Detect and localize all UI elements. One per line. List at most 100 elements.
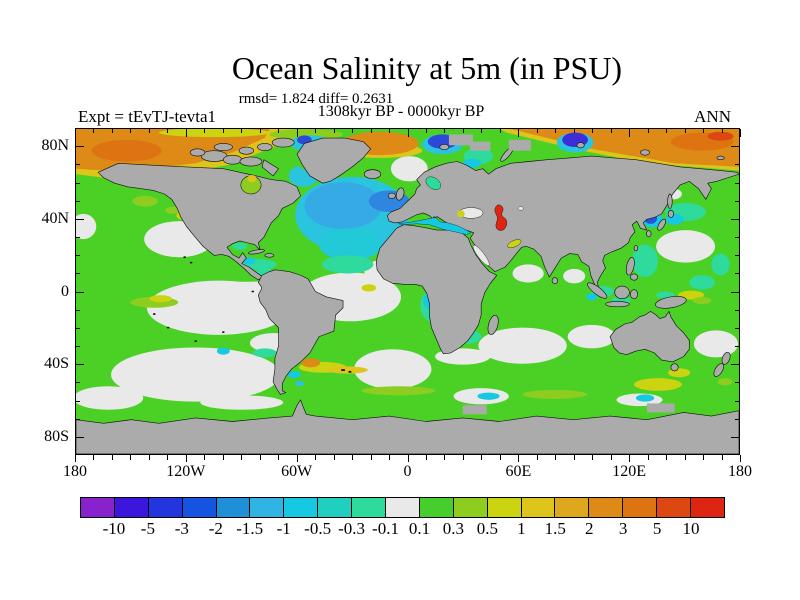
colorbar-tick-label: 2 xyxy=(584,519,594,538)
lon-tick-label: 120E xyxy=(612,463,647,480)
colorbar-tick-label: 0.3 xyxy=(442,519,465,538)
lat-axis-tick xyxy=(735,419,739,420)
lon-axis-tick xyxy=(463,129,464,133)
lon-tick-label: 60E xyxy=(505,463,532,480)
lat-axis-tick xyxy=(735,201,739,202)
lon-axis-tick xyxy=(130,455,131,460)
lat-axis-tick xyxy=(735,401,739,402)
lon-axis-tick xyxy=(611,455,612,460)
colorbar-tick-label: 0.1 xyxy=(408,519,431,538)
hispaniola xyxy=(264,253,275,258)
lat-axis-tick xyxy=(735,164,739,165)
new-zealand-north xyxy=(721,351,731,365)
lon-axis-tick xyxy=(722,129,723,133)
lon-axis-tick xyxy=(93,129,94,133)
lon-axis-tick xyxy=(518,129,519,137)
lon-axis-tick xyxy=(722,455,723,460)
lon-axis-tick xyxy=(408,129,409,137)
lat-tick-label: 40S xyxy=(44,355,69,373)
lat-axis-tick xyxy=(76,437,84,438)
colorbar-cell xyxy=(351,497,387,518)
lon-axis-tick xyxy=(685,129,686,133)
colorbar-tick-label: 1.5 xyxy=(544,519,566,538)
arctic-coarse-landmask xyxy=(448,134,675,415)
lat-axis-tick xyxy=(76,237,80,238)
colorbar-cell xyxy=(656,497,692,518)
lon-axis-tick xyxy=(555,455,556,460)
colorbar-cell xyxy=(520,497,556,518)
lat-tick-label: 40N xyxy=(41,209,69,227)
madagascar xyxy=(487,314,499,335)
lon-axis-tick xyxy=(481,129,482,133)
persian-gulf xyxy=(507,239,522,249)
lat-axis-tick xyxy=(76,310,80,311)
lon-tick-label: 180 xyxy=(728,463,752,480)
lat-axis-tick xyxy=(735,328,739,329)
lat-axis-tick xyxy=(76,201,80,202)
lon-axis-tick xyxy=(703,129,704,133)
lat-axis-tick xyxy=(76,382,80,383)
new-zealand-south xyxy=(713,363,724,377)
land-masses xyxy=(76,134,739,454)
red-sea xyxy=(472,244,490,266)
lat-axis-tick xyxy=(731,292,739,293)
colorbar-cell xyxy=(622,497,658,518)
colorbar-tick-label: -5 xyxy=(140,519,155,538)
lat-axis-tick xyxy=(735,346,739,347)
lat-axis-tick xyxy=(731,146,739,147)
islands xyxy=(247,142,731,377)
tasmania xyxy=(670,363,679,372)
colorbar-tick-label: -3 xyxy=(174,519,189,538)
new-guinea xyxy=(655,296,687,309)
iceland xyxy=(363,169,382,179)
lat-axis-tick xyxy=(731,437,739,438)
lon-axis-tick xyxy=(112,129,113,133)
lon-tick-label: 180 xyxy=(63,463,87,480)
lon-axis-tick xyxy=(130,129,131,133)
lon-axis-tick xyxy=(389,129,390,133)
sakhalin xyxy=(667,193,673,209)
lat-axis-tick xyxy=(76,146,84,147)
positive-zones xyxy=(130,195,733,399)
lon-axis-tick xyxy=(426,455,427,460)
colorbar-cell xyxy=(80,497,115,518)
colorbar-tick-label: 10 xyxy=(682,519,700,538)
lon-axis-tick xyxy=(352,129,353,133)
lon-axis-tick xyxy=(223,455,224,460)
lon-axis-tick xyxy=(740,455,741,462)
lat-axis-tick xyxy=(76,346,80,347)
lon-axis-tick xyxy=(592,129,593,133)
lon-axis-tick xyxy=(574,129,575,133)
lon-tick-label: 60W xyxy=(281,463,313,480)
colorbar-cell xyxy=(385,497,420,518)
lat-tick-label: 0 xyxy=(61,282,69,300)
lon-axis-tick xyxy=(75,129,76,137)
island-specks xyxy=(152,256,352,373)
lon-axis-tick xyxy=(389,455,390,460)
south-america xyxy=(258,269,344,395)
lon-axis-tick xyxy=(297,129,298,137)
lon-axis-tick xyxy=(260,455,261,460)
lon-axis-tick xyxy=(75,455,76,462)
colorbar-cell xyxy=(181,497,217,518)
lat-tick-label: 80N xyxy=(41,137,69,155)
ireland xyxy=(387,192,396,199)
lat-axis-tick xyxy=(735,310,739,311)
lat-tick-label: 80S xyxy=(44,427,69,445)
colorbar-cell xyxy=(690,497,725,518)
lon-axis-tick xyxy=(703,455,704,460)
lon-axis-tick xyxy=(186,455,187,462)
colorbar-tick-label: -1 xyxy=(276,519,291,538)
lon-axis-tick xyxy=(167,455,168,460)
colorbar-tick-label: 0.5 xyxy=(476,519,498,538)
lon-axis-tick xyxy=(278,129,279,133)
lat-axis-tick xyxy=(76,401,80,402)
cuba xyxy=(247,249,265,255)
lon-axis-tick xyxy=(315,129,316,133)
lon-axis-tick xyxy=(112,455,113,460)
lat-axis-tick xyxy=(76,273,80,274)
caspian-sea xyxy=(494,204,507,231)
lon-axis-tick xyxy=(371,455,372,460)
lon-axis-tick xyxy=(241,129,242,133)
greenland xyxy=(296,137,371,184)
